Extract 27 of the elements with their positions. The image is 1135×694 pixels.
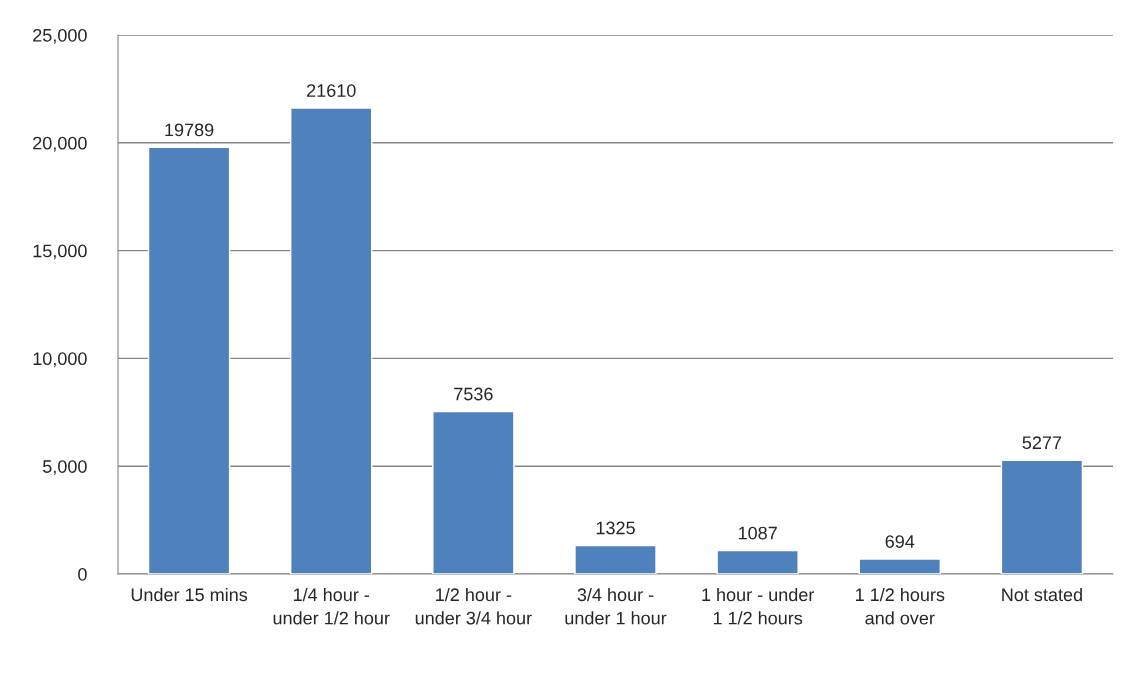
data-label: 21610	[307, 84, 356, 97]
data-label: 1325	[596, 521, 635, 535]
bar	[858, 558, 941, 574]
y-tick-label: 20,000	[33, 136, 87, 152]
data-label: 7536	[454, 387, 493, 401]
x-tick-label: 1/4 hour - under 1/2 hour	[273, 587, 390, 625]
y-tick-label: 10,000	[33, 352, 87, 368]
x-tick-label: Under 15 mins	[131, 587, 248, 602]
x-tick-label: 1 1/2 hours and over	[856, 587, 945, 625]
y-tick-label: 25,000	[33, 28, 87, 44]
y-tick-label: 5,000	[42, 460, 87, 476]
data-label: 694	[885, 535, 915, 548]
data-label: 1087	[738, 526, 777, 540]
bar	[290, 107, 373, 574]
data-label: 19789	[165, 123, 214, 137]
bar	[432, 410, 515, 574]
bar	[147, 146, 231, 574]
bar	[574, 544, 657, 574]
bar	[716, 549, 799, 574]
y-tick-label: 0	[78, 567, 87, 581]
bar	[1000, 459, 1084, 574]
y-tick-label: 15,000	[33, 244, 87, 260]
data-label: 5277	[1022, 436, 1062, 450]
x-tick-label: Not stated	[1002, 587, 1082, 602]
x-tick-label: 3/4 hour - under 1 hour	[565, 587, 667, 625]
x-tick-label: 1 hour - under 1 1/2 hours	[702, 587, 815, 625]
x-tick-label: 1/2 hour - under 3/4 hour	[415, 587, 532, 625]
